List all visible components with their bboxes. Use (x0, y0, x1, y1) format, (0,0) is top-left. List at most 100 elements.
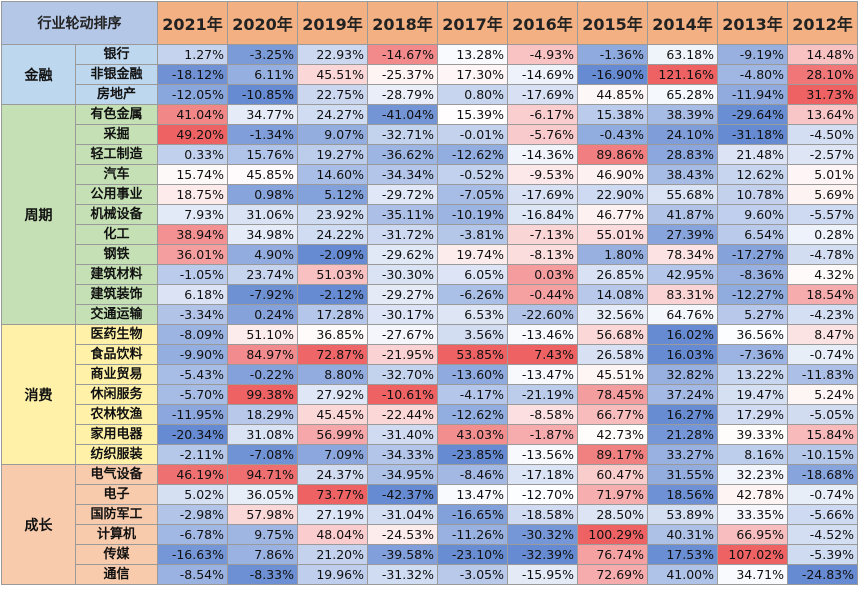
return-cell: 16.02% (647, 324, 718, 345)
return-cell: 31.06% (227, 204, 298, 225)
return-cell: 99.38% (227, 384, 298, 405)
table-row: 机械设备 7.93% 31.06% 23.92% -35.11% -10.19% -16.8… (2, 204, 858, 225)
return-cell: 7.09% (297, 444, 368, 465)
return-cell: 57.98% (227, 504, 298, 525)
return-cell: -18.12% (157, 64, 228, 85)
return-cell: 73.77% (297, 484, 368, 505)
return-cell: 121.16% (647, 64, 718, 85)
return-cell: 76.74% (577, 544, 648, 565)
return-cell: 27.92% (297, 384, 368, 405)
return-cell: 32.23% (717, 464, 788, 485)
return-cell: 72.87% (297, 344, 368, 365)
return-cell: 32.82% (647, 364, 718, 385)
table-row: 采掘 49.20% -1.34% 9.07% -32.71% -0.01% -5.76% -0… (2, 124, 858, 145)
table-row: 商业贸易 -5.43% -0.22% 8.80% -32.70% -13.60% -13.4… (2, 364, 858, 385)
return-cell: -22.44% (367, 404, 438, 425)
return-cell: -3.05% (437, 564, 508, 585)
return-cell: 42.73% (577, 424, 648, 445)
return-cell: -10.15% (787, 444, 858, 465)
return-cell: 4.90% (227, 244, 298, 265)
return-cell: -2.98% (157, 504, 228, 525)
industry-label: 建筑装饰 (75, 284, 158, 305)
return-cell: 28.10% (787, 64, 858, 85)
return-cell: 16.03% (647, 344, 718, 365)
return-cell: -34.95% (367, 464, 438, 485)
return-cell: 6.05% (437, 264, 508, 285)
return-cell: 24.37% (297, 464, 368, 485)
return-cell: -14.69% (507, 64, 578, 85)
table-row: 公用事业 18.75% 0.98% 5.12% -29.72% -7.05% -17.69%… (2, 184, 858, 205)
return-cell: -7.92% (227, 284, 298, 305)
group-label: 周期 (1, 104, 76, 325)
return-cell: -29.64% (717, 104, 788, 125)
return-cell: -28.79% (367, 84, 438, 105)
return-cell: 89.86% (577, 144, 648, 165)
table-row: 交通运输 -3.34% 0.24% 17.28% -30.17% 6.53% -22.60%… (2, 304, 858, 325)
industry-label: 电子 (75, 484, 158, 505)
return-cell: 0.33% (157, 144, 228, 165)
return-cell: 24.22% (297, 224, 368, 245)
return-cell: 71.97% (577, 484, 648, 505)
group-label: 成长 (1, 464, 76, 585)
return-cell: 55.68% (647, 184, 718, 205)
return-cell: 24.27% (297, 104, 368, 125)
industry-label: 机械设备 (75, 204, 158, 225)
industry-label: 非银金融 (75, 64, 158, 85)
return-cell: 23.92% (297, 204, 368, 225)
return-cell: -12.62% (437, 144, 508, 165)
table-row: 通信 -8.54% -8.33% 19.96% -31.32% -3.05% -15.95%… (2, 564, 858, 585)
industry-label: 家用电器 (75, 424, 158, 445)
return-cell: 8.80% (297, 364, 368, 385)
table-row: 国防军工 -2.98% 57.98% 27.19% -31.04% -16.65% -18.… (2, 504, 858, 525)
return-cell: -10.19% (437, 204, 508, 225)
return-cell: 66.95% (717, 524, 788, 545)
return-cell: -5.43% (157, 364, 228, 385)
return-cell: 33.35% (717, 504, 788, 525)
return-cell: -29.62% (367, 244, 438, 265)
table-row: 计算机 -6.78% 9.75% 48.04% -24.53% -11.26% -30.32… (2, 524, 858, 545)
industry-label: 国防军工 (75, 504, 158, 525)
table-row: 汽车 15.74% 45.85% 14.60% -34.34% -0.52% -9.53% 4… (2, 164, 858, 185)
return-cell: -42.37% (367, 484, 438, 505)
return-cell: 41.87% (647, 204, 718, 225)
return-cell: -8.46% (437, 464, 508, 485)
return-cell: 13.28% (437, 44, 508, 65)
return-cell: 1.27% (157, 44, 228, 65)
return-cell: -4.50% (787, 124, 858, 145)
return-cell: 41.04% (157, 104, 228, 125)
return-cell: 38.43% (647, 164, 718, 185)
return-cell: -16.63% (157, 544, 228, 565)
return-cell: 51.03% (297, 264, 368, 285)
return-cell: 89.17% (577, 444, 648, 465)
year-header: 2020年 (227, 1, 298, 45)
industry-label: 食品饮料 (75, 344, 158, 365)
return-cell: 22.93% (297, 44, 368, 65)
return-cell: 0.28% (787, 224, 858, 245)
return-cell: 14.60% (297, 164, 368, 185)
industry-label: 采掘 (75, 124, 158, 145)
return-cell: 38.39% (647, 104, 718, 125)
return-cell: 17.53% (647, 544, 718, 565)
return-cell: -12.70% (507, 484, 578, 505)
return-cell: 65.28% (647, 84, 718, 105)
group-label: 金融 (1, 44, 76, 105)
return-cell: 7.93% (157, 204, 228, 225)
return-cell: -13.56% (507, 444, 578, 465)
return-cell: -16.90% (577, 64, 648, 85)
return-cell: 84.97% (227, 344, 298, 365)
return-cell: -14.67% (367, 44, 438, 65)
return-cell: 48.04% (297, 524, 368, 545)
return-cell: -9.90% (157, 344, 228, 365)
industry-label: 医药生物 (75, 324, 158, 345)
return-cell: 19.74% (437, 244, 508, 265)
return-cell: 9.75% (227, 524, 298, 545)
return-cell: -24.53% (367, 524, 438, 545)
table-row: 农林牧渔 -11.95% 18.29% 45.45% -22.44% -12.62% -8.… (2, 404, 858, 425)
return-cell: -11.94% (717, 84, 788, 105)
industry-label: 化工 (75, 224, 158, 245)
return-cell: -23.10% (437, 544, 508, 565)
return-cell: 18.56% (647, 484, 718, 505)
return-cell: 13.47% (437, 484, 508, 505)
return-cell: 21.20% (297, 544, 368, 565)
return-cell: -34.34% (367, 164, 438, 185)
